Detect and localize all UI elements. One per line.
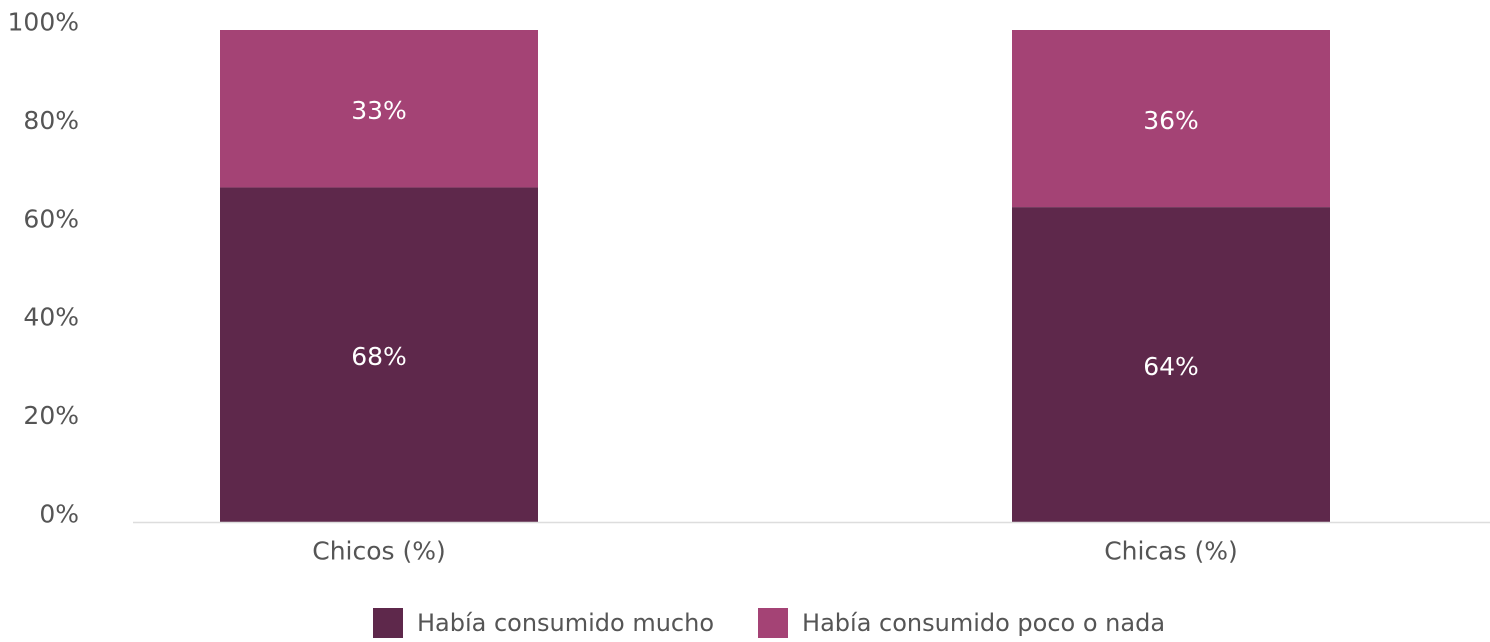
x-category-label: Chicos (%) bbox=[312, 537, 446, 566]
bar-segment-mucho bbox=[1012, 207, 1330, 522]
legend-label-mucho: Había consumido mucho bbox=[416, 609, 715, 637]
y-tick-label: 80% bbox=[23, 106, 79, 135]
y-tick-label: 60% bbox=[23, 204, 79, 233]
bar-segment-mucho bbox=[220, 187, 538, 522]
y-tick-label: 40% bbox=[23, 303, 79, 332]
x-category-label: Chicas (%) bbox=[1104, 537, 1238, 566]
legend: Había consumido mucho Había consumido po… bbox=[0, 604, 1490, 642]
legend-item-mucho: Había consumido mucho bbox=[372, 608, 715, 638]
data-label: 64% bbox=[1143, 352, 1199, 381]
bar-segment-poco bbox=[1012, 30, 1330, 208]
y-tick-label: 20% bbox=[23, 401, 79, 430]
legend-label-poco: Había consumido poco o nada bbox=[802, 609, 1166, 637]
data-label: 36% bbox=[1143, 106, 1199, 135]
bar-segment-poco bbox=[220, 30, 538, 188]
legend-swatch-poco bbox=[758, 608, 789, 638]
legend-item-poco: Había consumido poco o nada bbox=[758, 608, 1165, 638]
y-tick-label: 0% bbox=[39, 500, 79, 529]
legend-swatch-mucho bbox=[372, 608, 403, 638]
data-label: 33% bbox=[351, 96, 407, 125]
data-label: 68% bbox=[351, 342, 407, 371]
stacked-bar-chart: 0% 20% 40% 60% 80% 100% 68% 33% Chicos (%) 64% 36%… bbox=[8, 8, 1490, 566]
y-tick-label: 100% bbox=[8, 8, 79, 37]
